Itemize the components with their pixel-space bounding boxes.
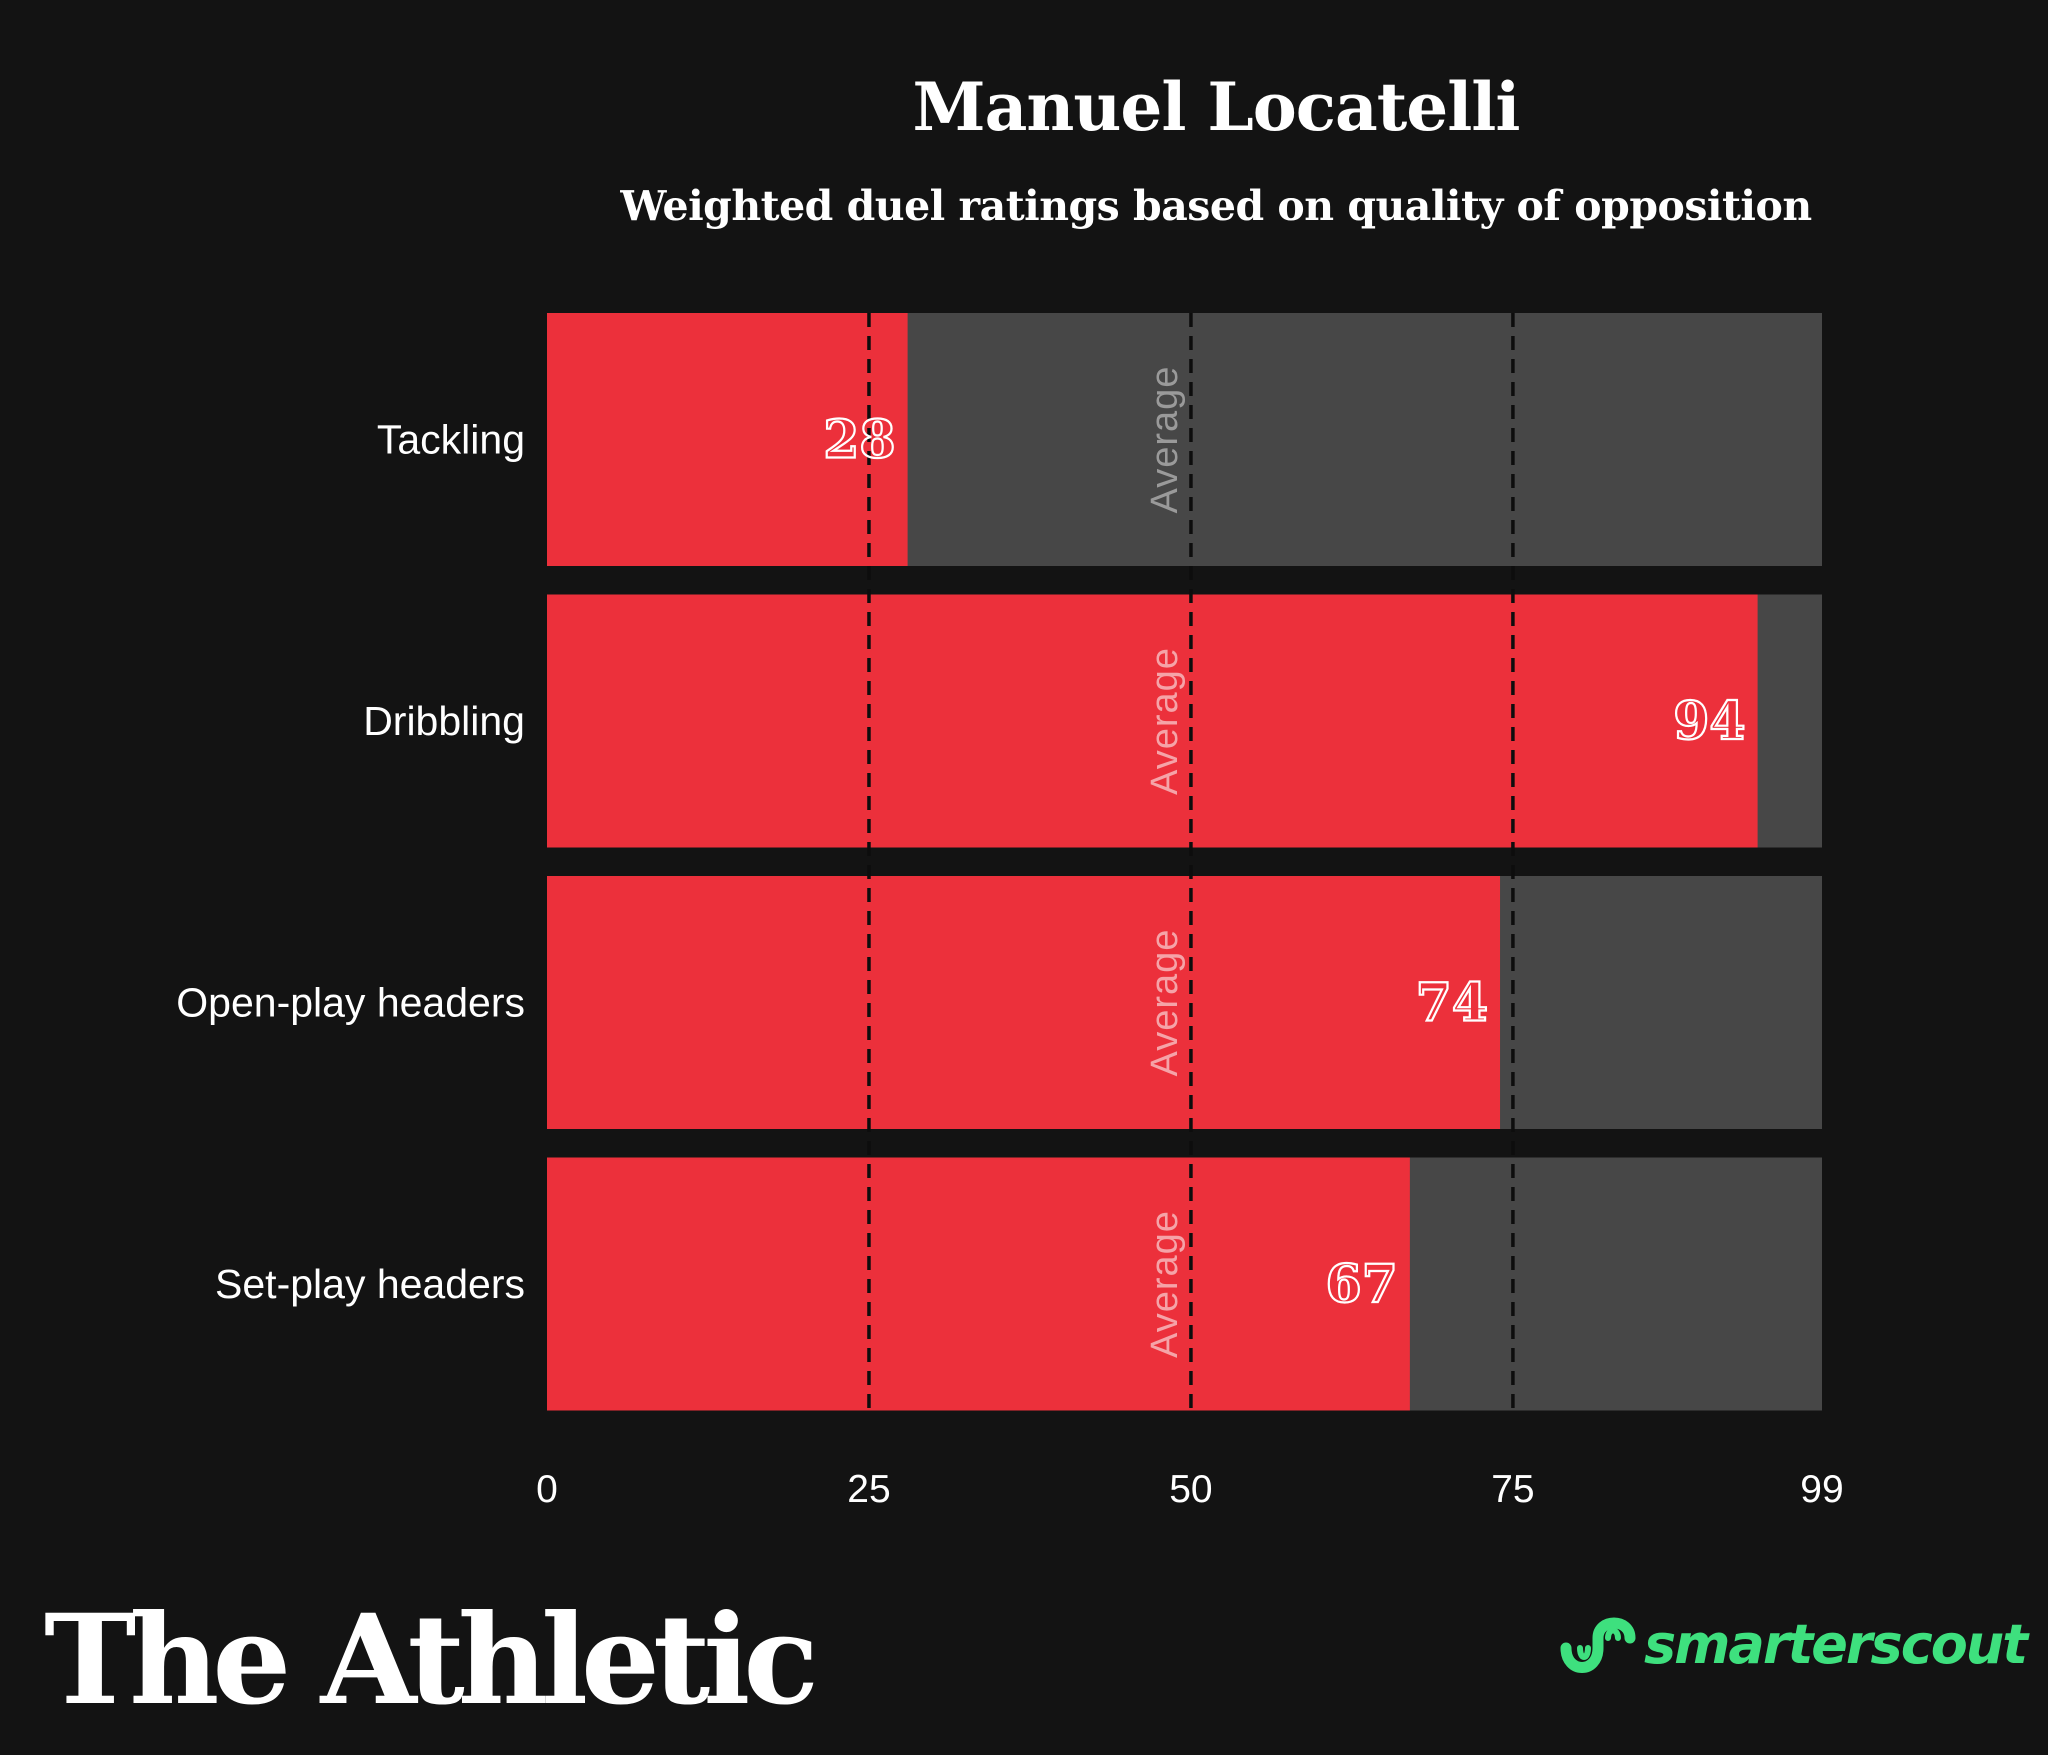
the-athletic-logo: The Athletic	[44, 1588, 819, 1733]
average-label: Average	[1144, 929, 1186, 1077]
bar-set-play-headers	[547, 1157, 1410, 1411]
x-tick-label: 50	[1169, 1468, 1212, 1511]
average-label: Average	[1144, 647, 1186, 795]
category-label: Set-play headers	[215, 1261, 525, 1307]
x-tick-label: 75	[1491, 1468, 1534, 1511]
bar-open-play-headers	[547, 876, 1501, 1129]
bar-tackling	[547, 313, 908, 566]
category-label: Open-play headers	[176, 980, 525, 1026]
x-tick-label: 99	[1800, 1468, 1843, 1511]
bar-dribbling	[547, 594, 1758, 848]
chart-subtitle: Weighted duel ratings based on quality o…	[620, 182, 1812, 230]
smarterscout-link-icon	[1560, 1617, 1636, 1673]
chart-title: Manuel Locatelli	[912, 68, 1521, 146]
value-label: 67	[1326, 1254, 1398, 1315]
average-label: Average	[1144, 366, 1186, 514]
smarterscout-logo: smarterscout	[1558, 1608, 2028, 1680]
x-tick-label: 0	[536, 1468, 558, 1511]
value-label: 74	[1416, 973, 1488, 1034]
smarterscout-wordmark: smarterscout	[1644, 1612, 2028, 1676]
x-tick-label: 25	[847, 1468, 890, 1511]
value-label: 94	[1673, 691, 1745, 752]
category-label: Dribbling	[363, 698, 525, 744]
category-label: Tackling	[377, 417, 525, 463]
average-label: Average	[1144, 1210, 1186, 1358]
value-label: 28	[823, 410, 895, 471]
